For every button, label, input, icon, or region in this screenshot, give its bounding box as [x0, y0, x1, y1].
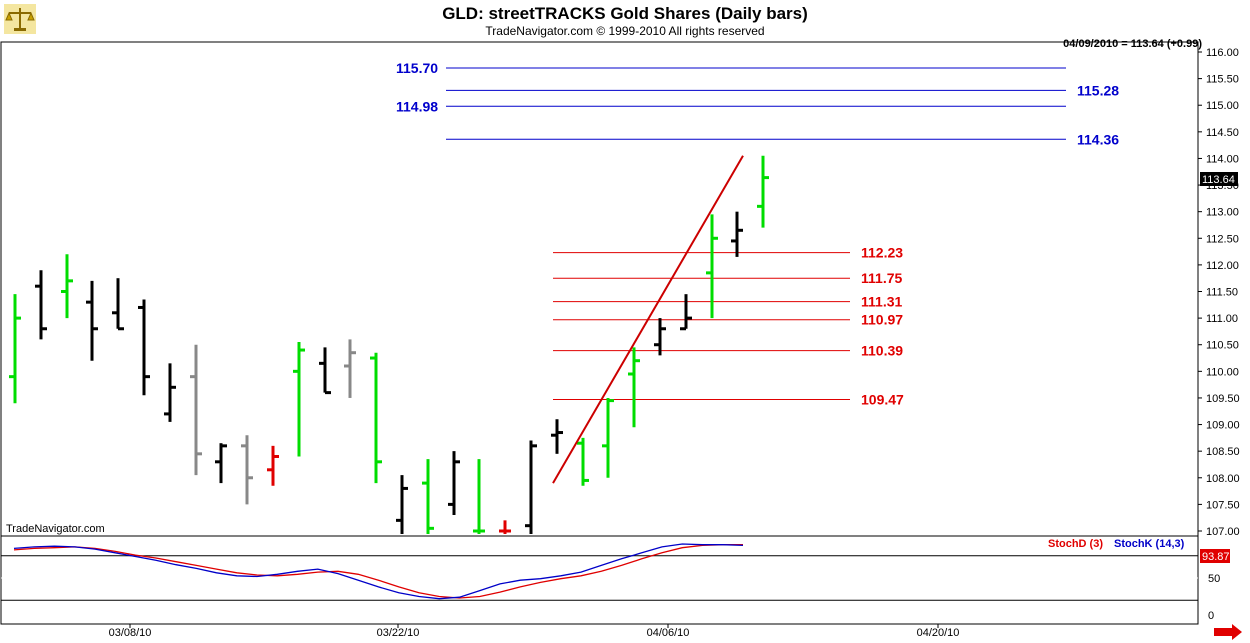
ohlc-bar — [112, 278, 124, 331]
price-tick-label: 116.00 — [1206, 47, 1239, 59]
stochd-line — [13, 544, 743, 599]
price-axis: 116.00115.50115.00114.50114.00113.50113.… — [1198, 47, 1240, 538]
price-tick-label: 112.00 — [1206, 260, 1239, 272]
price-tick-label: 109.00 — [1206, 420, 1240, 432]
stochk-line — [13, 543, 744, 600]
ohlc-bar — [602, 397, 614, 478]
ohlc-bar — [61, 254, 73, 319]
ohlc-bar — [215, 443, 227, 484]
last-quote: 04/09/2010 = 113.64 (+0.99) — [1063, 38, 1202, 50]
scroll-right-arrow-icon[interactable] — [1214, 624, 1242, 640]
last-price-box — [1200, 172, 1238, 186]
copyright-text: TradeNavigator.com © 1999-2010 All right… — [485, 24, 765, 38]
ohlc-bar — [654, 318, 666, 356]
price-tick-label: 108.00 — [1206, 473, 1240, 485]
ohlc-bar — [731, 211, 743, 257]
price-tick-label: 107.50 — [1206, 499, 1240, 511]
stoch-tick-label: 50 — [1208, 573, 1220, 585]
price-tick-label: 111.00 — [1206, 313, 1238, 325]
ohlc-bar — [267, 445, 279, 486]
price-tick-label: 110.50 — [1206, 340, 1239, 352]
stochd-legend: StochD (3) — [1048, 538, 1103, 550]
price-tick-label: 109.50 — [1206, 393, 1240, 405]
stoch-tick-label: 0 — [1208, 610, 1214, 622]
stoch-last-label: 93.87 — [1202, 551, 1230, 563]
ohlc-bar — [86, 280, 98, 361]
retracement-label: 110.97 — [861, 312, 903, 328]
date-tick-label: 04/20/10 — [917, 627, 960, 639]
ohlc-bar — [35, 270, 47, 340]
ohlc-bar — [422, 459, 434, 534]
ohlc-bar — [370, 352, 382, 484]
watermark: TradeNavigator.com — [6, 523, 105, 535]
date-axis: 03/08/10 03/22/10 04/06/10 04/20/10 — [109, 624, 960, 639]
ohlc-bar — [396, 475, 408, 534]
extension-label: 115.28 — [1077, 82, 1119, 98]
ohlc-bar — [525, 440, 537, 534]
price-tick-label: 111.50 — [1206, 287, 1238, 299]
retracement-label: 109.47 — [861, 392, 904, 408]
ohlc-bar — [628, 347, 640, 428]
extension-label: 114.36 — [1077, 131, 1119, 147]
ohlc-bar — [164, 363, 176, 422]
stochastic-panel: 50 0 — [1, 543, 1220, 622]
trendline — [552, 155, 744, 484]
ohlc-bar — [344, 339, 356, 398]
price-tick-label: 107.00 — [1206, 526, 1240, 538]
ohlc-bar — [499, 520, 511, 534]
retracement-label: 111.75 — [861, 270, 902, 286]
extension-label: 114.98 — [396, 98, 438, 114]
stochk-legend: StochK (14,3) — [1114, 538, 1185, 550]
ohlc-bar — [241, 435, 253, 505]
retracement-label: 110.39 — [861, 343, 903, 359]
date-tick-label: 03/08/10 — [109, 627, 152, 639]
ohlc-bar — [577, 437, 589, 486]
retracement-label: 112.23 — [861, 245, 903, 261]
ohlc-bar — [757, 155, 769, 228]
ohlc-bar — [680, 294, 692, 331]
ohlc-bar — [706, 214, 718, 319]
price-tick-label: 113.00 — [1206, 207, 1239, 219]
chart-title: GLD: streetTRACKS Gold Shares (Daily bar… — [442, 4, 808, 23]
date-tick-label: 04/06/10 — [647, 627, 690, 639]
trendline-segment — [552, 155, 744, 484]
price-panel-frame — [0, 41, 1199, 537]
ohlc-bar — [293, 342, 305, 457]
last-price-label: 113.64 — [1202, 174, 1235, 186]
price-tick-label: 115.50 — [1206, 74, 1239, 86]
fib-levels: 115.70 115.28 114.98 114.36 112.23 111.75 111.… — [396, 60, 1119, 408]
extension-label: 115.70 — [396, 60, 438, 76]
ohlc-bar — [9, 294, 21, 404]
price-tick-label: 115.00 — [1206, 100, 1239, 112]
price-tick-label: 114.50 — [1206, 127, 1239, 139]
ohlc-bar — [138, 299, 150, 396]
ohlc-bar — [448, 451, 460, 516]
price-tick-label: 110.00 — [1206, 366, 1239, 378]
date-tick-label: 03/22/10 — [377, 627, 420, 639]
ohlc-bar — [473, 459, 485, 534]
ohlc-bars — [9, 155, 769, 534]
ohlc-bar — [190, 344, 202, 476]
ohlc-bar — [551, 419, 563, 454]
price-tick-label: 108.50 — [1206, 446, 1240, 458]
price-tick-label: 114.00 — [1206, 153, 1239, 165]
price-tick-label: 112.50 — [1206, 233, 1239, 245]
stoch-panel-frame — [0, 535, 1199, 625]
ohlc-bar — [319, 347, 331, 395]
retracement-label: 111.31 — [861, 294, 902, 310]
stoch-last-box — [1200, 549, 1230, 563]
scale-logo-icon[interactable] — [4, 4, 36, 34]
